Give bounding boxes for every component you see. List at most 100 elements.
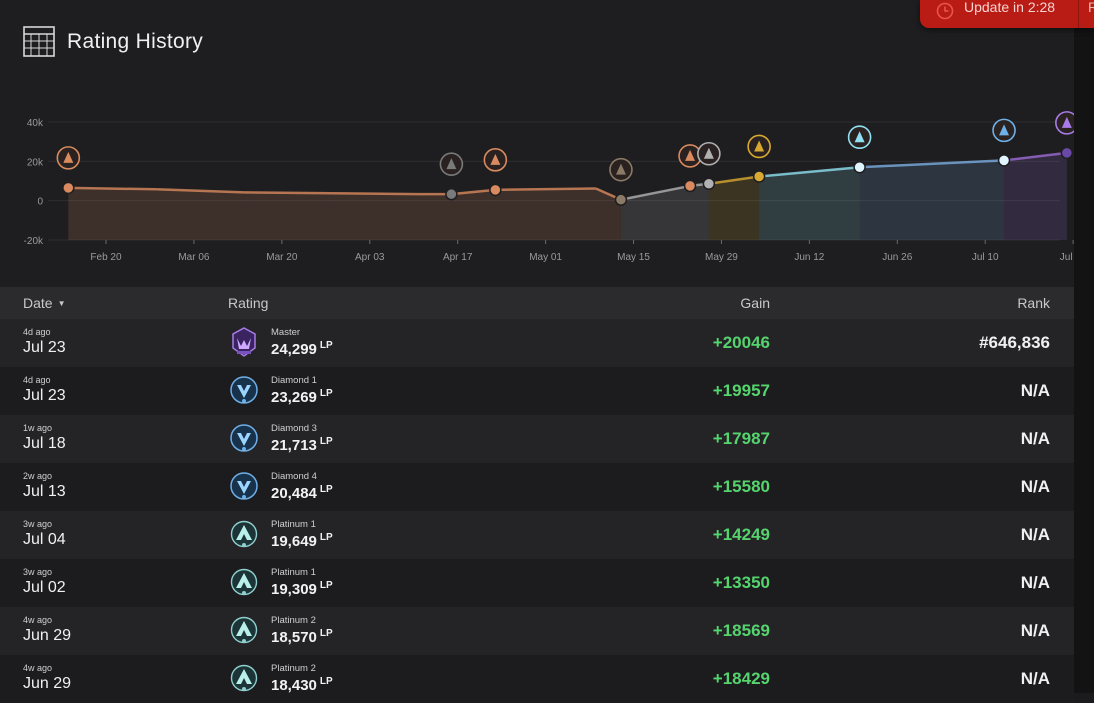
rank-value: N/A — [1020, 621, 1050, 640]
table-row: 4w ago Jun 29 Platinum 2 18,430 LP +18429… — [0, 655, 1074, 703]
rating-history-table: 4d ago Jul 23 Master 24,299 LP +20046 #64… — [0, 319, 1074, 703]
x-tick-label: Jul 24 — [1060, 252, 1074, 263]
rank-badge-emblem — [490, 153, 501, 165]
platinum-badge-icon — [230, 664, 258, 692]
data-point — [702, 177, 716, 191]
row-date: Jul 23 — [23, 339, 66, 356]
rank-badge-emblem — [446, 158, 457, 170]
x-tick-label: Jun 12 — [794, 252, 824, 263]
column-header-gain[interactable]: Gain — [740, 295, 770, 311]
area-segment — [690, 183, 709, 240]
y-tick-label: -20k — [24, 236, 44, 247]
gain-value: +18569 — [712, 621, 770, 640]
gain-value: +20046 — [712, 333, 770, 352]
rank-badge-emblem — [685, 149, 696, 161]
rank-value: N/A — [1020, 573, 1050, 592]
x-tick-label: Jun 26 — [882, 252, 912, 263]
rank-value: N/A — [1020, 669, 1050, 688]
area-segment — [156, 189, 245, 240]
line-segment — [1003, 151, 1067, 162]
page-title: Rating History — [67, 30, 204, 53]
line-segment — [759, 165, 860, 178]
row-date: Jun 29 — [23, 675, 72, 692]
gain-value: +17987 — [712, 429, 770, 448]
platinum-badge-icon — [230, 616, 258, 644]
y-tick-label: 20k — [27, 157, 44, 168]
column-header-rating[interactable]: Rating — [228, 295, 269, 311]
area-segment — [708, 176, 760, 240]
table-row: 4d ago Jul 23 Master 24,299 LP +20046 #64… — [0, 319, 1074, 367]
calendar-icon — [23, 26, 55, 57]
table-row: 3w ago Jul 02 Platinum 1 19,309 LP +13350… — [0, 559, 1074, 607]
rank-value: N/A — [1020, 429, 1050, 448]
column-header-rank[interactable]: Rank — [1017, 295, 1050, 311]
rating-value: 24,299 LP — [271, 340, 333, 358]
area-segment — [620, 185, 691, 240]
area-segment — [1004, 152, 1067, 240]
x-tick-label: May 29 — [705, 252, 738, 263]
platinum-badge-icon — [230, 520, 258, 548]
rating-value: 20,484 LP — [271, 484, 333, 502]
update-countdown-text: Update in 2:28 — [964, 0, 1056, 15]
data-point — [62, 181, 75, 195]
diamond-badge-icon — [230, 376, 258, 404]
rating-value: 18,430 LP — [271, 676, 333, 694]
rank-badge-emblem — [703, 147, 714, 159]
tier-name: Platinum 1 — [271, 567, 316, 578]
data-point — [752, 170, 766, 183]
relative-time: 4d ago — [23, 327, 51, 337]
relative-time: 3w ago — [23, 567, 53, 577]
column-header-date[interactable]: Date ▼ — [23, 295, 66, 311]
x-tick-label: May 01 — [529, 252, 562, 263]
rating-chart-svg: 40k 20k 0 -20k Feb 20 Mar 06 Mar 20 Apr 03 Apr 1… — [24, 111, 1074, 263]
table-row: 4w ago Jun 29 Platinum 2 18,570 LP +18569… — [0, 607, 1074, 655]
relative-time: 4w ago — [23, 663, 53, 673]
row-date: Jun 29 — [23, 627, 72, 644]
page-scroll-gutter — [1074, 0, 1094, 693]
line-segment — [859, 159, 1005, 169]
row-date: Jul 02 — [23, 579, 66, 596]
line-segment — [451, 188, 496, 196]
area-segment — [495, 188, 596, 240]
table-row: 1w ago Jul 18 Diamond 3 21,713 LP +17987 … — [0, 415, 1074, 463]
data-point — [445, 187, 458, 201]
rank-value: N/A — [1020, 381, 1050, 400]
rank-badge-emblem — [854, 131, 865, 143]
line-segment — [708, 175, 760, 185]
rank-badge-emblem — [754, 140, 765, 152]
data-point — [853, 160, 866, 174]
rating-value: 19,649 LP — [271, 532, 333, 550]
data-point — [683, 179, 697, 193]
area-segment — [332, 193, 420, 240]
x-tick-label: Jul 10 — [972, 252, 999, 263]
row-date: Jul 04 — [23, 531, 66, 548]
rank-value: N/A — [1020, 477, 1050, 496]
tier-name: Master — [271, 327, 301, 338]
tier-name: Diamond 1 — [271, 375, 317, 386]
row-date: Jul 18 — [23, 435, 66, 452]
data-point — [997, 154, 1011, 167]
header: Rating History — [0, 0, 1074, 83]
rating-value: 23,269 LP — [271, 388, 333, 406]
area-segment — [595, 188, 621, 240]
diamond-badge-icon — [230, 424, 258, 452]
tier-name: Diamond 3 — [271, 423, 317, 434]
gain-value: +15580 — [712, 477, 770, 496]
update-countdown-toast[interactable]: Update in 2:28 R — [920, 0, 1094, 28]
sort-desc-icon: ▼ — [57, 299, 66, 308]
area-segment — [759, 167, 860, 240]
tier-name: Diamond 4 — [271, 471, 317, 482]
tier-name: Platinum 1 — [271, 519, 316, 530]
x-tick-label: Mar 20 — [266, 252, 298, 263]
x-tick-label: Apr 17 — [443, 252, 473, 263]
row-date: Jul 23 — [23, 387, 66, 404]
tier-name: Platinum 2 — [271, 615, 316, 626]
table-header: Date ▼ Rating Gain Rank — [0, 287, 1074, 319]
refresh-button[interactable]: R — [1088, 0, 1094, 15]
line-segment — [332, 191, 421, 196]
table-row: 3w ago Jul 04 Platinum 1 19,649 LP +14249… — [0, 511, 1074, 559]
relative-time: 4d ago — [23, 375, 51, 385]
line-segment — [156, 188, 245, 194]
line-segment — [68, 186, 157, 191]
clock-icon — [936, 2, 954, 20]
